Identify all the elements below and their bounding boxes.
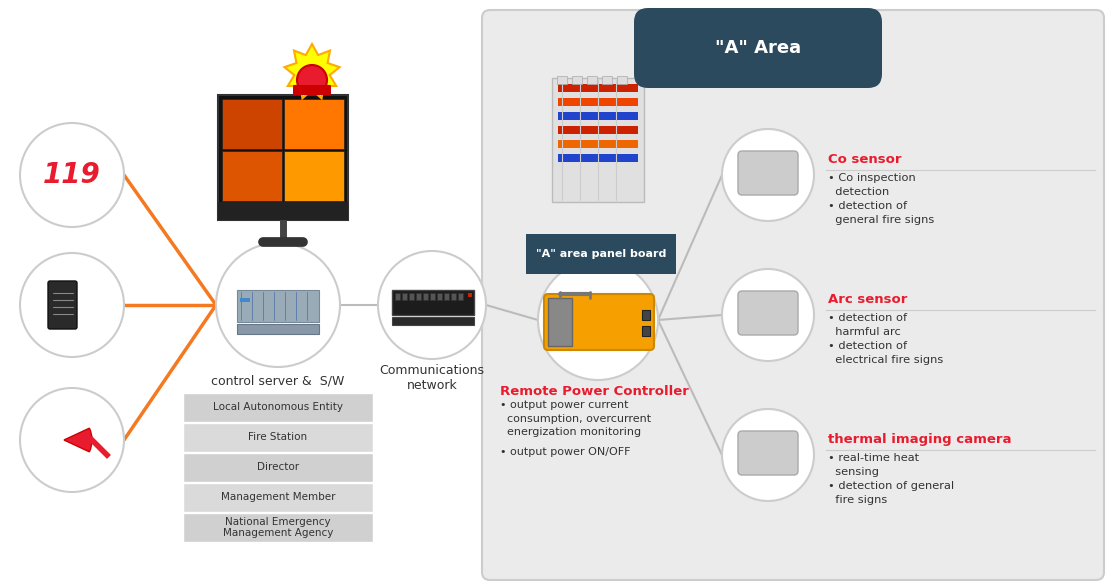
Text: "A" area panel board: "A" area panel board bbox=[536, 249, 667, 259]
Text: • Co inspection
  detection
• detection of
  general fire signs: • Co inspection detection • detection of… bbox=[828, 173, 934, 225]
FancyBboxPatch shape bbox=[183, 453, 373, 482]
Text: Communications
network: Communications network bbox=[380, 364, 484, 392]
FancyBboxPatch shape bbox=[642, 310, 650, 320]
FancyBboxPatch shape bbox=[558, 112, 638, 120]
FancyBboxPatch shape bbox=[396, 293, 400, 300]
Text: Local Autonomous Entity: Local Autonomous Entity bbox=[213, 402, 343, 413]
Circle shape bbox=[20, 123, 124, 227]
FancyBboxPatch shape bbox=[409, 293, 414, 300]
FancyBboxPatch shape bbox=[293, 85, 331, 95]
FancyBboxPatch shape bbox=[392, 290, 474, 315]
Circle shape bbox=[20, 253, 124, 357]
FancyBboxPatch shape bbox=[634, 8, 882, 88]
Text: National Emergency
Management Agency: National Emergency Management Agency bbox=[223, 517, 333, 538]
FancyBboxPatch shape bbox=[48, 281, 77, 329]
Text: Director: Director bbox=[257, 462, 299, 472]
FancyBboxPatch shape bbox=[557, 76, 567, 84]
Text: Co sensor: Co sensor bbox=[828, 153, 901, 166]
Text: thermal imaging camera: thermal imaging camera bbox=[828, 433, 1011, 446]
FancyBboxPatch shape bbox=[237, 290, 319, 322]
FancyBboxPatch shape bbox=[451, 293, 456, 300]
FancyBboxPatch shape bbox=[558, 98, 638, 106]
FancyBboxPatch shape bbox=[572, 76, 582, 84]
FancyBboxPatch shape bbox=[222, 151, 282, 201]
Text: Management Member: Management Member bbox=[221, 493, 336, 503]
FancyBboxPatch shape bbox=[558, 140, 638, 148]
FancyBboxPatch shape bbox=[240, 298, 250, 302]
FancyBboxPatch shape bbox=[738, 431, 798, 475]
Text: Arc sensor: Arc sensor bbox=[828, 293, 908, 306]
FancyBboxPatch shape bbox=[183, 483, 373, 512]
FancyBboxPatch shape bbox=[468, 293, 472, 297]
Circle shape bbox=[538, 260, 658, 380]
Text: "A" Area: "A" Area bbox=[715, 39, 801, 57]
Circle shape bbox=[20, 388, 124, 492]
Wedge shape bbox=[64, 428, 92, 452]
Text: • output power current
  consumption, overcurrent
  energization monitoring: • output power current consumption, over… bbox=[500, 400, 651, 437]
FancyBboxPatch shape bbox=[218, 95, 348, 220]
FancyBboxPatch shape bbox=[284, 151, 344, 201]
FancyBboxPatch shape bbox=[458, 293, 463, 300]
FancyBboxPatch shape bbox=[284, 99, 344, 149]
Circle shape bbox=[722, 129, 814, 221]
Text: Remote Power Controller: Remote Power Controller bbox=[500, 385, 689, 398]
FancyBboxPatch shape bbox=[558, 84, 638, 92]
Text: 119: 119 bbox=[43, 161, 101, 189]
Circle shape bbox=[297, 65, 327, 95]
Text: • output power ON/OFF: • output power ON/OFF bbox=[500, 447, 631, 457]
Text: Fire Station: Fire Station bbox=[249, 433, 308, 442]
FancyBboxPatch shape bbox=[482, 10, 1104, 580]
FancyBboxPatch shape bbox=[738, 151, 798, 195]
Text: • real-time heat
  sensing
• detection of general
  fire signs: • real-time heat sensing • detection of … bbox=[828, 453, 954, 505]
Circle shape bbox=[722, 409, 814, 501]
Text: control server &  S/W: control server & S/W bbox=[211, 374, 344, 387]
FancyBboxPatch shape bbox=[587, 76, 597, 84]
Text: • detection of
  harmful arc
• detection of
  electrical fire signs: • detection of harmful arc • detection o… bbox=[828, 313, 943, 365]
FancyBboxPatch shape bbox=[183, 513, 373, 542]
FancyBboxPatch shape bbox=[392, 317, 474, 325]
FancyBboxPatch shape bbox=[526, 234, 675, 274]
FancyBboxPatch shape bbox=[642, 326, 650, 336]
FancyBboxPatch shape bbox=[558, 126, 638, 134]
FancyBboxPatch shape bbox=[738, 291, 798, 335]
FancyBboxPatch shape bbox=[544, 294, 654, 350]
FancyBboxPatch shape bbox=[558, 154, 638, 162]
FancyBboxPatch shape bbox=[222, 99, 344, 202]
Circle shape bbox=[216, 243, 340, 367]
FancyBboxPatch shape bbox=[222, 99, 282, 149]
Circle shape bbox=[722, 269, 814, 361]
FancyBboxPatch shape bbox=[402, 293, 407, 300]
FancyBboxPatch shape bbox=[444, 293, 449, 300]
FancyBboxPatch shape bbox=[423, 293, 428, 300]
FancyBboxPatch shape bbox=[552, 78, 644, 202]
FancyBboxPatch shape bbox=[416, 293, 421, 300]
Polygon shape bbox=[284, 44, 340, 99]
FancyBboxPatch shape bbox=[548, 298, 572, 346]
FancyBboxPatch shape bbox=[218, 202, 348, 220]
FancyBboxPatch shape bbox=[183, 393, 373, 422]
FancyBboxPatch shape bbox=[617, 76, 627, 84]
FancyBboxPatch shape bbox=[602, 76, 612, 84]
Circle shape bbox=[378, 251, 486, 359]
FancyBboxPatch shape bbox=[430, 293, 436, 300]
FancyBboxPatch shape bbox=[237, 324, 319, 334]
FancyBboxPatch shape bbox=[437, 293, 442, 300]
FancyBboxPatch shape bbox=[183, 423, 373, 452]
